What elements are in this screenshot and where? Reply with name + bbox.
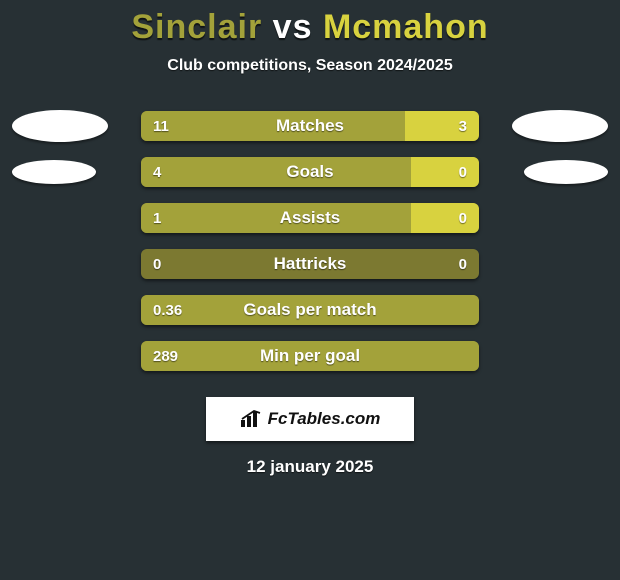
branding-badge: FcTables.com bbox=[206, 397, 414, 441]
bar-segment-player1 bbox=[141, 341, 479, 371]
stat-value-player1: 0.36 bbox=[153, 295, 182, 325]
bar-segment-player1 bbox=[141, 295, 479, 325]
stat-row: 40Goals bbox=[0, 149, 620, 195]
stat-bar: 113Matches bbox=[141, 111, 479, 141]
branding-text: FcTables.com bbox=[268, 409, 381, 429]
stat-value-player1: 0 bbox=[153, 249, 161, 279]
stat-value-player1: 289 bbox=[153, 341, 178, 371]
stat-bar: 00Hattricks bbox=[141, 249, 479, 279]
stat-value-player2: 0 bbox=[459, 249, 467, 279]
stat-bar: 40Goals bbox=[141, 157, 479, 187]
player1-shape-icon bbox=[12, 110, 108, 142]
bar-base bbox=[141, 249, 479, 279]
bar-segment-player1 bbox=[141, 111, 405, 141]
stat-bar: 289Min per goal bbox=[141, 341, 479, 371]
date-text: 12 january 2025 bbox=[0, 457, 620, 477]
title-vs: vs bbox=[273, 8, 313, 46]
bar-segment-player2 bbox=[405, 111, 479, 141]
bar-segment-player1 bbox=[141, 203, 411, 233]
stat-row: 0.36Goals per match bbox=[0, 287, 620, 333]
bar-segment-player2 bbox=[411, 157, 479, 187]
comparison-infographic: Sinclair vs Mcmahon Club competitions, S… bbox=[0, 0, 620, 580]
bar-segment-player1 bbox=[141, 157, 411, 187]
bar-segment-player2 bbox=[411, 203, 479, 233]
subtitle: Club competitions, Season 2024/2025 bbox=[0, 57, 620, 75]
title-player2: Mcmahon bbox=[323, 8, 489, 46]
title-player1: Sinclair bbox=[131, 8, 262, 46]
stat-value-player1: 1 bbox=[153, 203, 161, 233]
stat-row: 113Matches bbox=[0, 103, 620, 149]
stat-row: 00Hattricks bbox=[0, 241, 620, 287]
stat-value-player1: 4 bbox=[153, 157, 161, 187]
stat-value-player2: 0 bbox=[459, 157, 467, 187]
stat-row: 289Min per goal bbox=[0, 333, 620, 379]
stat-value-player2: 3 bbox=[459, 111, 467, 141]
stat-row: 10Assists bbox=[0, 195, 620, 241]
stat-bars: 113Matches40Goals10Assists00Hattricks0.3… bbox=[0, 103, 620, 379]
brand-logo-icon bbox=[240, 410, 262, 428]
page-title: Sinclair vs Mcmahon bbox=[0, 0, 620, 47]
player1-shape-icon bbox=[12, 160, 96, 184]
player2-shape-icon bbox=[524, 160, 608, 184]
stat-value-player2: 0 bbox=[459, 203, 467, 233]
stat-value-player1: 11 bbox=[153, 111, 169, 141]
stat-bar: 10Assists bbox=[141, 203, 479, 233]
player2-shape-icon bbox=[512, 110, 608, 142]
stat-bar: 0.36Goals per match bbox=[141, 295, 479, 325]
